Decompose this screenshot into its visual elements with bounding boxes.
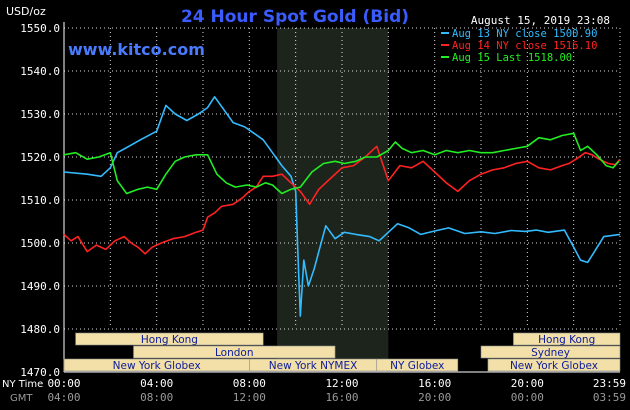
gmt-tick-label: 04:00: [47, 391, 80, 404]
session-bar: [75, 332, 264, 346]
session-label: New York NYMEX: [269, 360, 358, 372]
y-tick-label: 1530.0: [20, 108, 60, 121]
y-tick-label: 1480.0: [20, 323, 60, 336]
y-tick-label: 1490.0: [20, 280, 60, 293]
session-label: London: [215, 347, 254, 359]
session-label: NY Globex: [390, 360, 444, 372]
gmt-label: GMT: [10, 393, 33, 404]
session-label: New York Globex: [113, 360, 201, 372]
ny-tick-label: 23:59: [593, 377, 626, 390]
gmt-tick-label: 16:00: [325, 391, 358, 404]
session-label: Hong Kong: [141, 334, 198, 346]
gmt-tick-label: 12:00: [233, 391, 266, 404]
chart-title: 24 Hour Spot Gold (Bid): [181, 7, 409, 27]
y-tick-label: 1540.0: [20, 65, 60, 78]
gmt-tick-label: 20:00: [418, 391, 451, 404]
ny-tick-label: 20:00: [511, 377, 544, 390]
website-label: www.kitco.com: [68, 40, 205, 59]
session-label: Hong Kong: [538, 334, 595, 346]
session-label: New York Globex: [510, 360, 598, 372]
ny-tick-label: 08:00: [233, 377, 266, 390]
series-line-2: [63, 145, 621, 255]
unit-label: USD/oz: [6, 5, 46, 18]
ny-tick-label: 12:00: [325, 377, 358, 390]
y-tick-label: 1550.0: [20, 22, 60, 35]
session-bar: [376, 358, 459, 372]
series-line-3: [63, 132, 620, 195]
y-tick-label: 1500.0: [20, 237, 60, 250]
gmt-tick-label: 03:59: [593, 391, 626, 404]
session-bar: [487, 358, 621, 372]
series-line-1: [63, 96, 621, 317]
legend-entry: Aug 13 NY close 1500.90: [452, 28, 597, 40]
y-tick-label: 1520.0: [20, 151, 60, 164]
session-bar: [480, 345, 621, 359]
y-tick-label: 1470.0: [20, 366, 60, 379]
session-bar: [133, 345, 336, 359]
ny-tick-label: 04:00: [140, 377, 173, 390]
gmt-tick-label: 00:00: [511, 391, 544, 404]
session-label: Sydney: [531, 347, 570, 359]
ny-tick-label: 00:00: [47, 377, 80, 390]
y-tick-label: 1510.0: [20, 194, 60, 207]
ny-time-label: NY Time: [2, 379, 43, 390]
legend-entry: Aug 14 NY close 1516.10: [452, 40, 597, 52]
gmt-tick-label: 08:00: [140, 391, 173, 404]
time-axis: NY TimeGMT00:0004:0004:0008:0008:0012:00…: [2, 377, 626, 404]
timestamp: August 15, 2019 23:08: [471, 14, 610, 27]
session-bar: [513, 332, 621, 346]
legend-entry: Aug 15 Last 1518.00: [452, 52, 572, 64]
ny-tick-label: 16:00: [418, 377, 451, 390]
